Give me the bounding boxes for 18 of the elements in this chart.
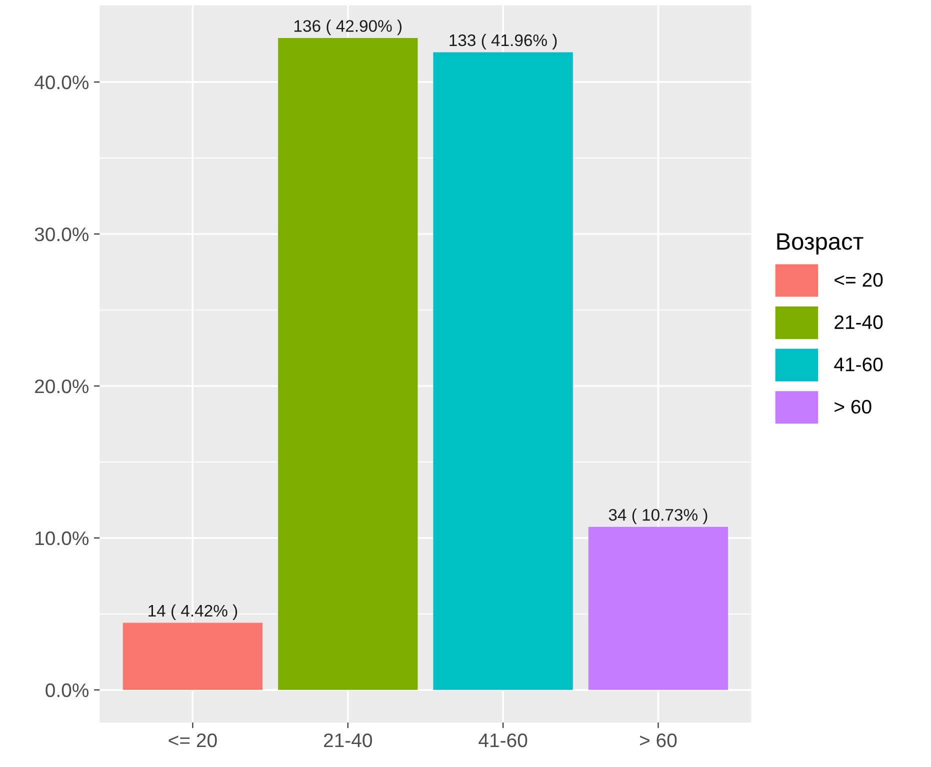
legend-title: Возраст — [777, 233, 864, 255]
x-tick-label: <= 20 — [168, 733, 217, 748]
x-tick-label: 21-40 — [324, 733, 372, 748]
legend-label: > 60 — [834, 400, 872, 414]
y-tick-label: 40.0% — [34, 76, 89, 90]
data-label: 133 ( 41.96% ) — [450, 34, 557, 50]
x-tick-label: 41-60 — [478, 733, 528, 748]
legend-label: 21-40 — [834, 315, 883, 330]
legend-label: 41-60 — [834, 358, 883, 372]
data-label: 136 ( 42.90% ) — [294, 20, 402, 36]
data-label: 34 ( 10.73% ) — [608, 508, 708, 524]
y-tick-label: 0.0% — [46, 683, 89, 698]
y-tick-label: 20.0% — [35, 379, 89, 394]
y-tick-label: 30.0% — [34, 227, 89, 242]
y-tick-label: 10.0% — [36, 531, 89, 546]
legend-label: <= 20 — [834, 273, 883, 287]
x-tick-label: > 60 — [640, 733, 677, 748]
data-label: 14 ( 4.42% ) — [148, 604, 238, 620]
